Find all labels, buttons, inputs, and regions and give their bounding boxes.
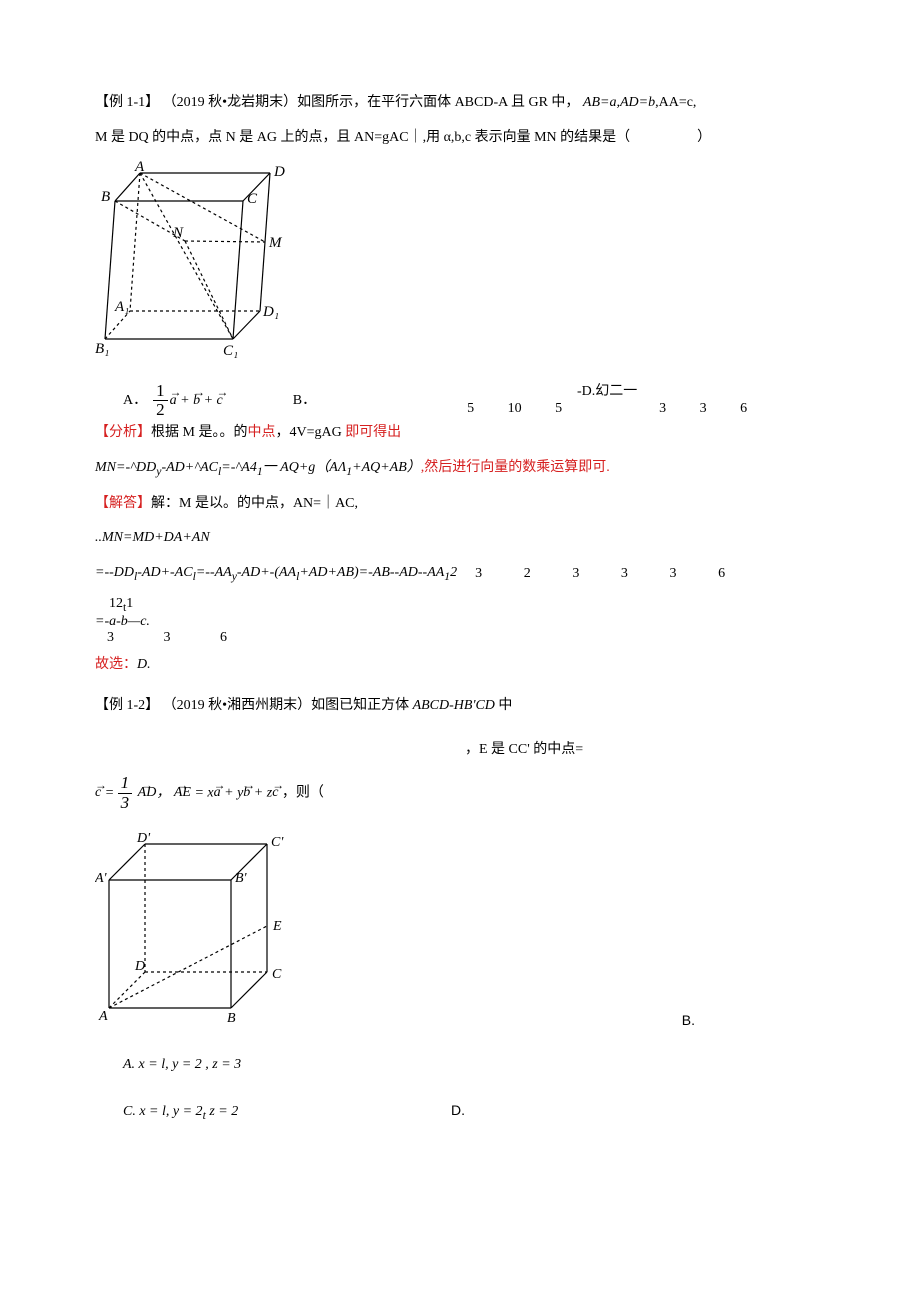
- parallelepiped-diagram: A D B C N M A₁ D₁ B₁ C₁: [95, 161, 825, 372]
- lbl-Cp: C': [271, 835, 284, 850]
- p1-analysis: 【分析】根据 M 是。。的中点，4V=gAG 即可得出: [95, 420, 825, 447]
- lbl-D1: D₁: [262, 304, 279, 320]
- p1-step3: 12t1 =-a-b—c. 3 3 6: [95, 596, 825, 646]
- lbl-N: N: [172, 225, 184, 241]
- p2-tail: 中: [495, 698, 513, 713]
- solve-label: 【解答】: [95, 496, 151, 511]
- p2-choiceC-line: C. x = l, y = 2t z = 2 D.: [123, 1097, 825, 1127]
- p2-choiceA: A. x = l, y = 2 , z = 3: [123, 1052, 825, 1079]
- p2-choiceB-label: B.: [682, 1007, 695, 1034]
- problem1-header: 【例 1-1】 （2019 秋•龙岩期末）如图所示，在平行六面体 ABCD-A …: [95, 90, 825, 117]
- p2-label: 【例 1-2】: [95, 698, 159, 713]
- lbl-M: M: [268, 235, 283, 251]
- lbl-B2: B: [227, 1011, 236, 1025]
- p1-choiceD-block: -D.幻二一 5 10 5 3 3 6: [467, 384, 747, 418]
- cube-diagram: D' C' A' B' E D C A B: [95, 830, 310, 1036]
- lbl-A2: A: [98, 1009, 108, 1024]
- p2-choices: A. x = l, y = 2 , z = 3 C. x = l, y = 2t…: [95, 1052, 825, 1127]
- p2-c-expr: c = 1 3 AD， AE = xa + yb + zc ，则（: [95, 774, 825, 812]
- p2-mid-right: ，E 是 CC' 的中点=: [465, 737, 825, 764]
- p2-choiceD: D.: [451, 1102, 465, 1118]
- p2-cube: ABCD-HB'CD: [413, 698, 495, 713]
- p1-mn-expr: MN=-^DDy-AD+^ACl=-^A41一 AQ+g（AΛ1+AQ+AB）,…: [95, 455, 825, 483]
- p1-l2-text: M 是 DQ 的中点，点 N 是 AG 上的点，且 AN=gAC｜,用 α,b,…: [95, 130, 630, 145]
- p1-conclusion: 故选：D.: [95, 652, 825, 679]
- analysis-label: 【分析】: [95, 425, 151, 440]
- p2-choiceC: C. x = l, y = 2: [123, 1104, 203, 1119]
- p1-choiceA-frac: 1 2: [153, 382, 168, 420]
- p1-choiceD-top: -D.幻二一: [577, 384, 637, 401]
- lbl-Dp: D': [136, 831, 151, 846]
- p1-solve: 【解答】解：M 是以。的中点，AN=｜AC,: [95, 491, 825, 518]
- p1-choiceA-label: A．: [123, 388, 147, 415]
- lbl-C: C: [247, 191, 258, 207]
- p1-choiceA-expr: a + b + c: [170, 388, 223, 415]
- lbl-E: E: [272, 919, 282, 934]
- p2-diagram-row: D' C' A' B' E D C A B B.: [95, 820, 825, 1046]
- p1-l2-paren: ）: [697, 130, 711, 145]
- p1-step1: ..MN=MD+DA+AN: [95, 525, 825, 552]
- lbl-C2: C: [272, 967, 282, 982]
- conclusion-label: 故选：: [95, 657, 137, 672]
- lbl-D2: D: [134, 959, 145, 974]
- p1-step2: =--DDl-AD+-ACl=--AAy-AD+-(AAl+AD+AB)=-AB…: [95, 560, 825, 588]
- p1-choiceB-label: B．: [293, 388, 316, 415]
- p1-choices: A． 1 2 a + b + c B． -D.幻二一 5 10 5 3 3 6: [95, 382, 825, 420]
- lbl-B1: B₁: [95, 341, 109, 357]
- problem2-header: 【例 1-2】 （2019 秋•湘西州期末）如图已知正方体 ABCD-HB'CD…: [95, 693, 825, 720]
- lbl-A1: A₁: [114, 299, 129, 315]
- lbl-B: B: [101, 189, 110, 205]
- lbl-Bp: B': [235, 871, 248, 886]
- p1-vectors: AB=a,AD=b: [583, 95, 655, 110]
- lbl-Ap: A': [95, 871, 108, 886]
- problem1-line2: M 是 DQ 的中点，点 N 是 AG 上的点，且 AN=gAC｜,用 α,b,…: [95, 125, 825, 152]
- p1-source: （2019 秋•龙岩期末）如图所示，在平行六面体 ABCD-A 且 GR 中，: [163, 95, 580, 110]
- lbl-D: D: [273, 164, 285, 180]
- lbl-A: A: [134, 161, 145, 175]
- p2-source: （2019 秋•湘西州期末）如图已知正方体: [163, 698, 413, 713]
- lbl-C1: C₁: [223, 343, 238, 359]
- p1-label: 【例 1-1】: [95, 95, 159, 110]
- p1-vectors-tail: ,AA=c,: [655, 95, 696, 110]
